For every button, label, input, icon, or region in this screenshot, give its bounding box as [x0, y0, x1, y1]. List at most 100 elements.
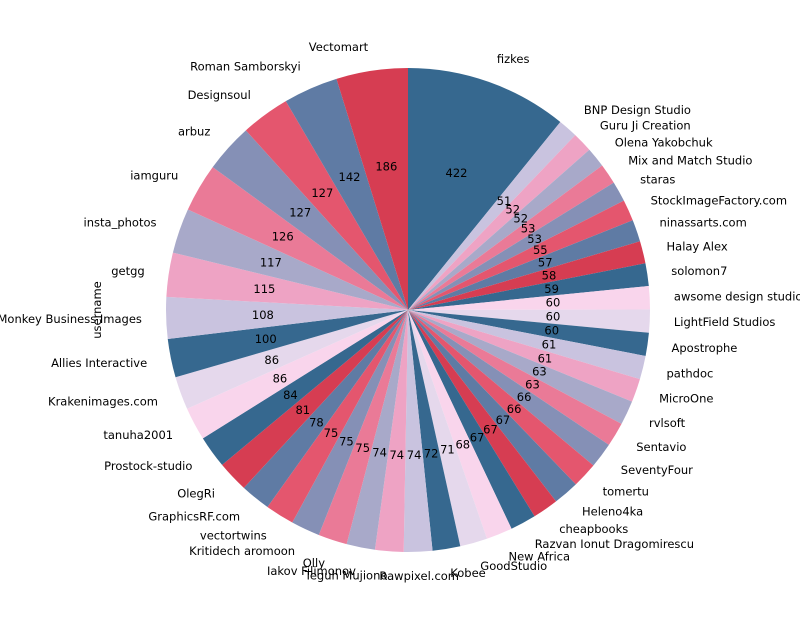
pie-slice [267, 310, 408, 523]
slice-category-label: rvlsoft [649, 416, 686, 430]
slice-value-label: 68 [455, 437, 470, 451]
slice-value-label: 74 [407, 448, 422, 462]
slice-category-label: GraphicsRF.com [148, 510, 240, 524]
pie-slice [408, 310, 640, 402]
slice-value-label: 75 [324, 426, 339, 440]
slice-category-label: Sentavio [636, 440, 686, 454]
pie-slice [408, 310, 535, 529]
pie-slice [408, 241, 646, 310]
pie-slices [165, 68, 651, 552]
slice-category-label: StockImageFactory.com [651, 193, 787, 207]
pie-slice [346, 310, 408, 550]
slice-value-label: 78 [309, 416, 324, 430]
pie-slice [408, 286, 650, 310]
slice-value-label: 51 [497, 194, 512, 208]
slice-value-label: 60 [546, 310, 561, 324]
pie-slice [408, 220, 641, 310]
slice-value-label: 186 [375, 159, 397, 173]
slice-category-label: solomon7 [671, 264, 727, 278]
pie-slice [166, 252, 408, 310]
slice-category-label: Prostock-studio [104, 459, 192, 473]
slice-value-label: 60 [546, 296, 561, 310]
slice-value-label: 71 [440, 443, 455, 457]
pie-slice [408, 68, 561, 310]
slice-category-label: fizkes [497, 52, 530, 66]
pie-slice [408, 309, 651, 333]
pie-slice [285, 78, 408, 310]
slice-category-label: staras [640, 173, 675, 187]
slice-value-label: 72 [424, 446, 439, 460]
slice-category-label: LightField Studios [674, 315, 776, 329]
pie-slice [202, 310, 408, 465]
slice-value-label: 115 [253, 282, 275, 296]
slice-value-label: 74 [389, 448, 404, 462]
slice-value-label: 59 [544, 282, 559, 296]
pie-slice [172, 209, 408, 310]
slice-value-label: 55 [533, 243, 548, 257]
pie-slice [408, 135, 590, 310]
pie-slice [408, 310, 461, 551]
slice-value-label: 100 [255, 332, 277, 346]
slice-value-label: 52 [505, 202, 520, 216]
slice-category-label: Guru Ji Creation [600, 119, 691, 133]
slice-category-label: Halay Alex [667, 239, 728, 253]
slice-value-label: 67 [470, 431, 485, 445]
pie-slice [408, 310, 512, 539]
pie-slice [245, 101, 408, 310]
pie-slice [292, 310, 408, 535]
slice-category-label: Razvan Ionut Dragomirescu [535, 537, 694, 551]
slice-value-label: 52 [513, 212, 528, 226]
slice-category-label: Heleno4ka [582, 505, 643, 519]
slice-value-label: 60 [544, 324, 559, 338]
slice-value-label: 61 [542, 338, 557, 352]
pie-slice [408, 310, 594, 485]
slice-category-label: Vectomart [309, 40, 369, 54]
pie-slice [187, 167, 408, 310]
slice-category-label: SeventyFour [621, 463, 693, 477]
pie-slice [403, 310, 433, 552]
slice-category-label: getgg [111, 264, 144, 278]
slice-category-label: ninassarts.com [660, 216, 747, 230]
category-labels: fizkes BNP Design Studio Guru Ji Creation O… [0, 40, 800, 583]
pie-slice [408, 310, 557, 517]
slice-category-label: insta_photos [84, 216, 157, 230]
slice-category-label: Kritidech aromoon [189, 544, 295, 558]
slice-value-label: 108 [252, 308, 274, 322]
pie-slice [408, 263, 649, 310]
slice-value-label: 67 [483, 423, 498, 437]
slice-value-label: 57 [538, 255, 553, 269]
slice-value-label: 63 [532, 365, 547, 379]
pie-slice [243, 310, 408, 508]
slice-value-label: 117 [260, 255, 282, 269]
pie-slice [408, 310, 576, 502]
pie-slice [175, 310, 408, 409]
slice-category-label: pathdoc [667, 366, 714, 380]
slice-value-label: 127 [289, 206, 311, 220]
slice-category-label: Rawpixel.com [379, 569, 459, 583]
value-labels: 4225152525353555758596060606161636366666… [252, 159, 560, 462]
pie-slice [408, 165, 614, 310]
pie-slice [374, 310, 408, 552]
slice-category-label: Designsoul [188, 88, 251, 102]
slice-value-label: 67 [496, 413, 511, 427]
pie-slice [408, 310, 649, 356]
pie-slice [408, 149, 603, 310]
slice-category-label: MicroOne [659, 392, 713, 406]
slice-value-label: 74 [372, 445, 387, 459]
slice-category-label: BNP Design Studio [584, 103, 691, 117]
slice-category-label: Teguh Mujiono [304, 568, 388, 582]
pie-slice [318, 310, 408, 545]
pie-slice [336, 68, 408, 310]
slice-category-label: arbuz [178, 125, 210, 139]
slice-value-label: 142 [339, 170, 361, 184]
slice-category-label: iamguru [130, 168, 178, 182]
slice-category-label: Iakov Filimonov [267, 564, 356, 578]
slice-value-label: 126 [272, 230, 294, 244]
slice-value-label: 58 [542, 268, 557, 282]
slice-value-label: 53 [521, 221, 536, 235]
slice-category-label: Apostrophe [672, 341, 738, 355]
slice-value-label: 84 [283, 388, 298, 402]
slice-category-label: GoodStudio [480, 559, 547, 573]
pie-slice [408, 310, 609, 466]
